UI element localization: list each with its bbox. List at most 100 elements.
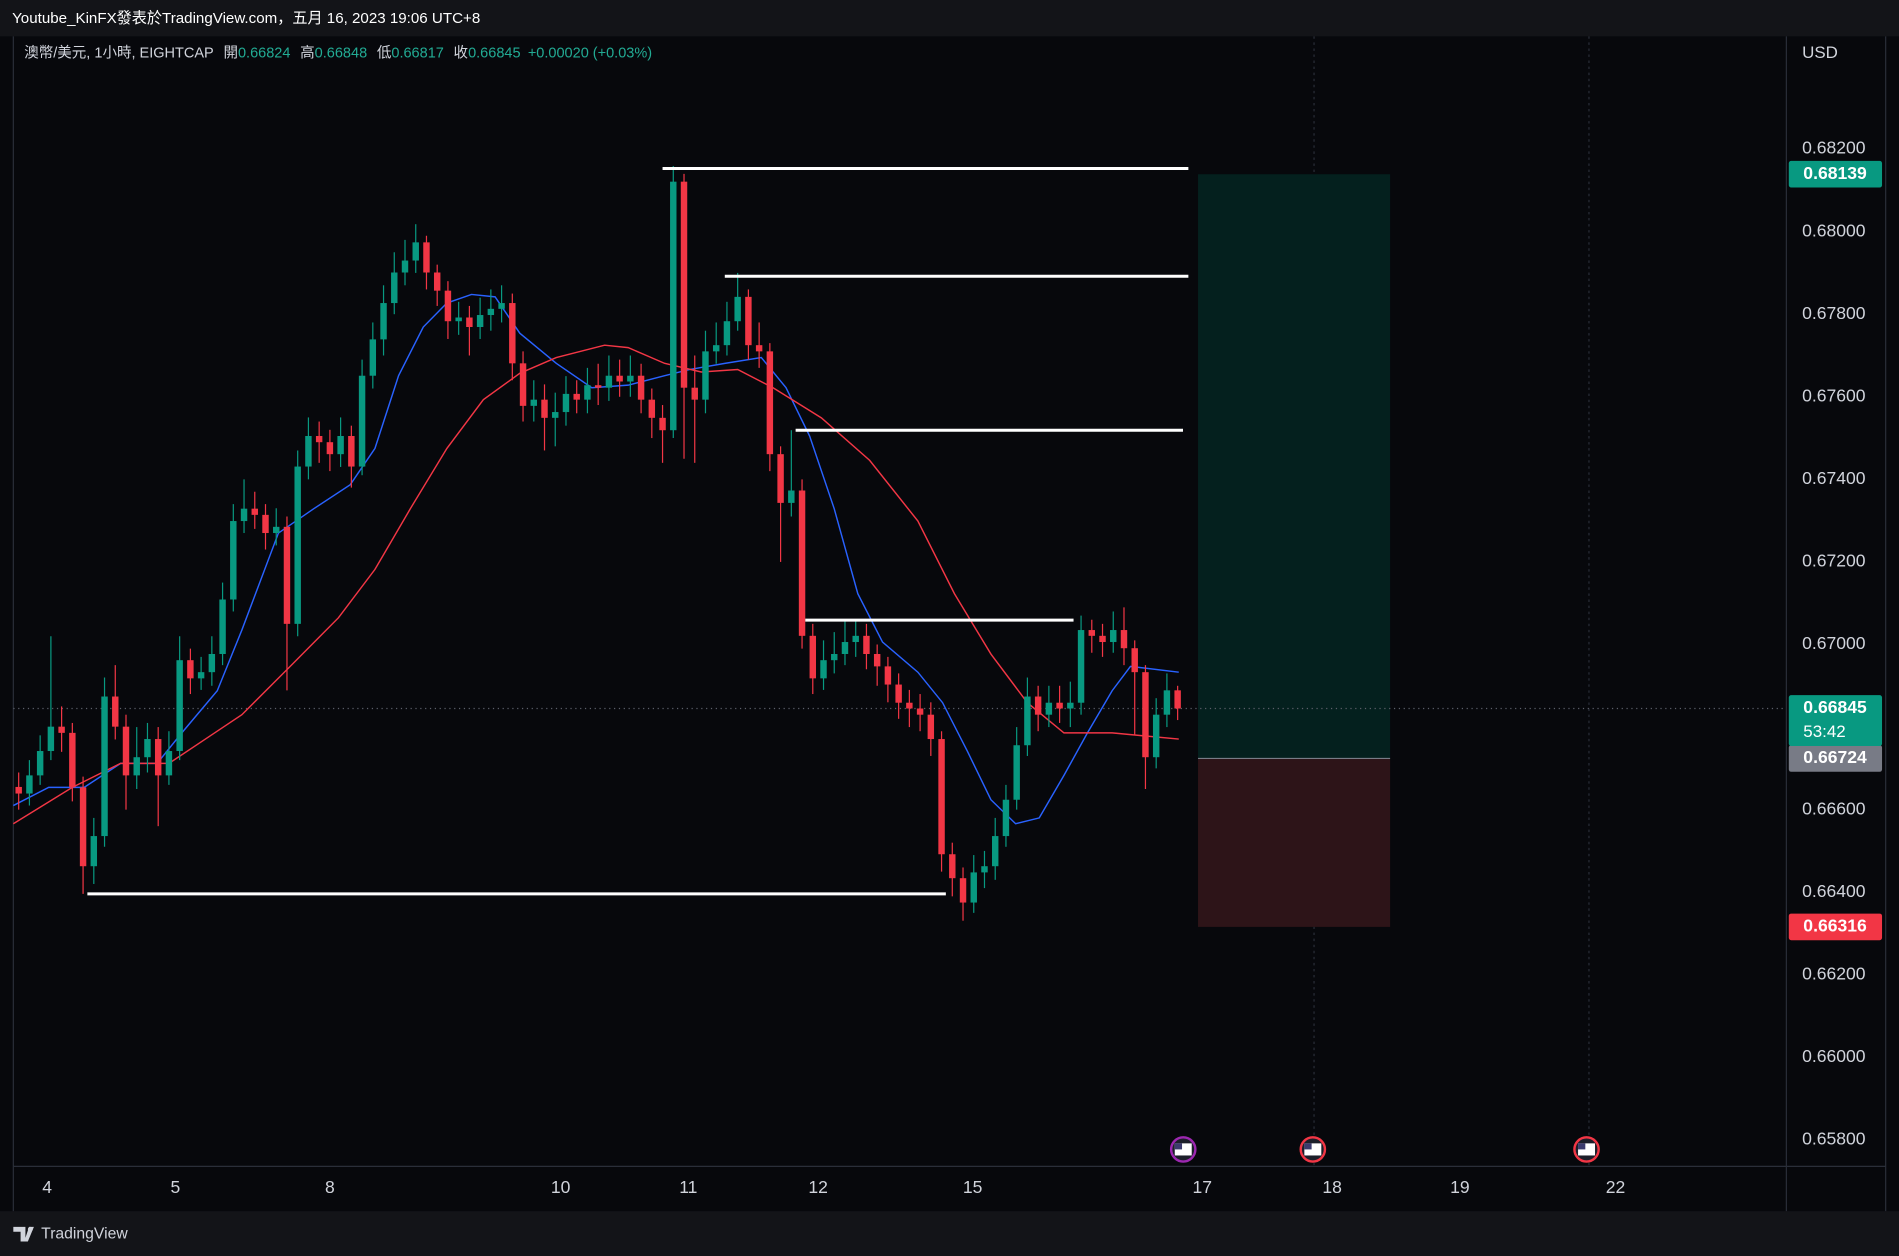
candle-body: [884, 666, 892, 685]
candle-body: [273, 526, 280, 534]
candle-body: [852, 635, 859, 643]
event-icons: [1169, 1136, 1600, 1163]
ohlc-label: 高: [300, 44, 315, 61]
loss-zone: [1198, 758, 1391, 927]
candle-body: [251, 508, 258, 515]
candle-body: [380, 303, 387, 340]
price-label: 0.66724: [1803, 747, 1867, 767]
candle-body: [15, 786, 22, 794]
x-tick-label: 5: [170, 1177, 180, 1197]
candle-body: [509, 303, 516, 364]
candle-body: [873, 653, 881, 667]
candle-body: [1077, 630, 1085, 703]
candle-body: [165, 751, 173, 776]
candle-body: [423, 242, 430, 273]
candle-body: [122, 726, 130, 776]
candle-body: [1174, 690, 1181, 709]
x-tick-label: 22: [1606, 1177, 1626, 1197]
candle-body: [991, 836, 999, 867]
candle-body: [916, 708, 924, 715]
ohlc-value: 0.66845: [468, 45, 520, 61]
candle-body: [1034, 696, 1042, 715]
candle-body: [648, 399, 656, 418]
candle-body: [466, 317, 473, 327]
price-label: 0.66845: [1803, 697, 1867, 717]
candle-body: [90, 836, 98, 867]
candle-body: [745, 296, 752, 346]
candle-body: [723, 321, 731, 346]
candle-body: [69, 732, 76, 788]
symbol-legend: 澳幣/美元, 1小時, EIGHTCAP 開0.66824 高0.66848 低0.6…: [24, 44, 652, 61]
y-tick-label: 0.68200: [1802, 138, 1866, 158]
candle-body: [444, 290, 452, 322]
candle-body: [605, 375, 613, 388]
flag: [1174, 1143, 1183, 1150]
candle-body: [358, 375, 366, 467]
candle-body: [369, 339, 377, 376]
candle-body: [1024, 696, 1031, 746]
candle-body: [144, 739, 151, 758]
candle-body: [101, 696, 108, 837]
currency: USD: [1802, 43, 1838, 62]
candle-body: [519, 363, 527, 406]
x-tick-label: 10: [551, 1177, 571, 1197]
y-tick-label: 0.66400: [1802, 881, 1866, 901]
x-tick-label: 17: [1193, 1177, 1213, 1197]
candle-body: [573, 393, 580, 400]
candle-body: [197, 672, 205, 679]
candle-body: [562, 393, 570, 413]
candle-body: [176, 660, 183, 752]
candle-body: [616, 375, 623, 382]
x-tick-label: 8: [325, 1177, 335, 1197]
candle-body: [949, 854, 956, 879]
ohlc-value: 0.66817: [391, 45, 443, 61]
bottom-bar: [0, 1211, 1899, 1256]
candle-body: [1131, 648, 1138, 673]
candle-body: [841, 642, 849, 654]
candle-body: [691, 387, 698, 400]
brand: TradingView: [13, 1225, 128, 1242]
candle-body: [831, 653, 838, 661]
price-label: 0.66316: [1803, 916, 1867, 936]
candle-body: [58, 726, 65, 733]
candle-body: [1110, 630, 1117, 643]
candle-body: [283, 526, 291, 624]
candle-body: [337, 435, 344, 455]
ohlc-value: 0.66824: [238, 45, 290, 61]
candle-body: [1002, 799, 1010, 837]
candle-body: [240, 508, 248, 522]
candle-body: [26, 775, 33, 794]
candle-body: [47, 726, 55, 752]
candle-body: [208, 653, 216, 673]
change: +0.00020 (+0.03%): [528, 45, 652, 61]
candle-body: [702, 351, 709, 400]
candle-body: [348, 435, 355, 467]
candle-body: [1045, 702, 1053, 715]
candle-body: [970, 872, 977, 903]
candle-body: [1013, 745, 1020, 800]
brand-logo: [27, 1226, 33, 1232]
candle-body: [305, 435, 312, 467]
price-label: 0.68139: [1803, 163, 1867, 183]
ohlc-label: 收: [454, 44, 469, 61]
x-tick-label: 4: [42, 1177, 52, 1197]
profit-zone: [1198, 174, 1391, 759]
candle-body: [326, 442, 334, 455]
candle-body: [230, 521, 237, 600]
x-tick-label: 15: [963, 1177, 983, 1197]
y-tick-label: 0.67800: [1802, 303, 1866, 323]
candle-body: [541, 399, 548, 418]
y-tick-label: 0.67600: [1802, 385, 1866, 405]
candle-body: [154, 739, 162, 776]
ohlc-value: 0.66848: [315, 45, 367, 61]
candle-body: [637, 375, 645, 400]
candle-body: [927, 714, 935, 740]
candle-body: [187, 660, 194, 679]
candle-body: [712, 345, 720, 352]
price-label-box: [1788, 695, 1883, 747]
flag: [1578, 1143, 1586, 1150]
candle-body: [112, 696, 119, 727]
